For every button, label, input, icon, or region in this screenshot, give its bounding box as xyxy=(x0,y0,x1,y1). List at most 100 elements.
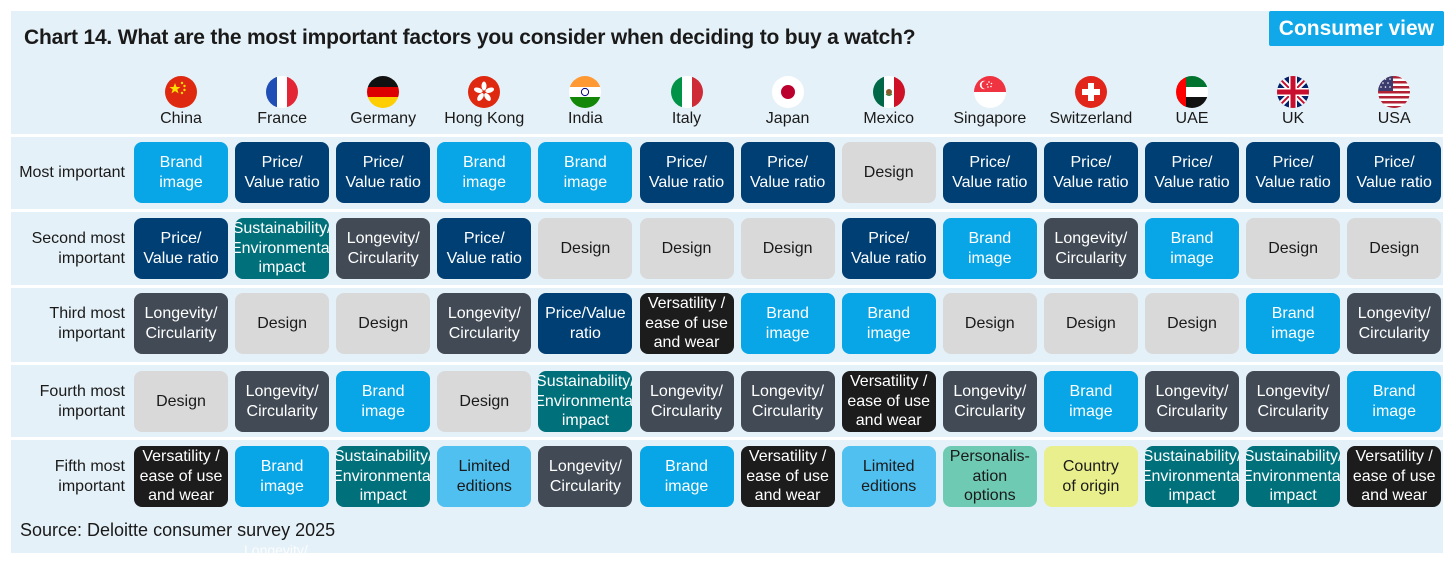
factor-text: image xyxy=(968,249,1012,267)
factor-text: Longevity/ xyxy=(1357,304,1431,322)
factor-text: Price/ xyxy=(868,229,910,247)
factor-text: Brand xyxy=(665,457,708,475)
china-flag-icon xyxy=(165,76,197,108)
france-flag-icon xyxy=(266,76,299,108)
factor-text: Circularity xyxy=(347,249,419,267)
factor-text: Circularity xyxy=(954,402,1026,420)
country-header-france: France xyxy=(232,76,333,128)
factor-text: Sustainability/ xyxy=(235,220,330,238)
factor-text: Design xyxy=(863,163,914,181)
row-separator xyxy=(11,362,1443,365)
factor-text: Longevity/ xyxy=(953,382,1027,400)
factor-text: Brand xyxy=(1170,229,1214,247)
row-separator xyxy=(11,285,1443,288)
country-header-uae: UAE xyxy=(1142,76,1243,128)
factor-cell-mexico-5: Limited editions xyxy=(841,446,936,507)
factor-cell-uk-3: Brand image xyxy=(1246,293,1341,354)
row-label-line: important xyxy=(58,249,125,267)
factor-text: Brand xyxy=(968,229,1012,247)
factor-text: Country xyxy=(1062,457,1119,475)
factor-text: Versatility / xyxy=(1355,448,1433,466)
usa-flag-icon xyxy=(1378,76,1411,108)
row-label-line: important xyxy=(58,402,125,420)
factor-text: image xyxy=(361,402,405,420)
hong-kong-flag-icon xyxy=(468,76,501,108)
country-header-hong-kong: Hong Kong xyxy=(434,76,535,128)
factor-text: Value ratio xyxy=(1255,173,1331,191)
factor-text: Circularity xyxy=(752,402,824,420)
factor-text: Value ratio xyxy=(1053,173,1129,191)
factor-text: Design xyxy=(1268,239,1318,257)
factor-text: Personalis- xyxy=(949,448,1030,466)
factor-cell-india-2: Design xyxy=(538,218,633,279)
factor-text: Price/ xyxy=(767,153,809,171)
factor-text: Circularity xyxy=(1257,402,1329,420)
factor-text: impact xyxy=(561,412,609,430)
factor-text: Circularity xyxy=(246,402,318,420)
factor-text: Value ratio xyxy=(345,173,421,191)
factor-text: image xyxy=(159,173,203,191)
uae-flag-icon xyxy=(1176,76,1208,108)
italy-flag-icon xyxy=(670,76,703,108)
factor-text: Design xyxy=(459,392,510,410)
factor-text: Design xyxy=(358,314,409,332)
factor-text: image xyxy=(260,477,304,495)
factor-cell-switzerland-4: Brand image xyxy=(1043,371,1138,432)
factor-cell-singapore-5: Personalis-ation options xyxy=(942,446,1037,507)
factor-text: Longevity/ xyxy=(1054,229,1128,247)
country-label: UAE xyxy=(1175,110,1209,127)
factor-cell-france-2: Sustainability/Environmental impact xyxy=(235,218,330,279)
factor-text: Design xyxy=(1065,314,1116,332)
country-label: Singapore xyxy=(953,110,1027,127)
factor-text: Price/ xyxy=(1070,153,1112,171)
factor-text: and wear xyxy=(148,487,214,505)
factor-cell-china-2: Price/Value ratio xyxy=(134,218,228,279)
factor-cell-italy-5: Brand image xyxy=(639,446,734,507)
factor-cell-uae-3: Design xyxy=(1145,293,1239,354)
factor-text: Value ratio xyxy=(1356,173,1432,191)
row-label-5: Fifth most important xyxy=(0,446,125,507)
factor-cell-hong-kong-4: Design xyxy=(437,371,532,432)
row-label-line: Most important xyxy=(19,163,125,181)
row-label-line: important xyxy=(58,477,125,495)
factor-cell-india-4: Sustainability/Environmental impact xyxy=(538,371,633,432)
country-label: India xyxy=(568,110,603,127)
factor-cell-uk-2: Design xyxy=(1246,218,1341,279)
country-label: France xyxy=(257,110,307,127)
factor-text: Price/ xyxy=(362,153,404,171)
factor-text: Design xyxy=(156,392,206,410)
germany-flag-icon xyxy=(367,76,400,108)
factor-text: impact xyxy=(1168,487,1216,505)
factor-cell-china-5: Versatility / ease of use and wear xyxy=(134,446,228,507)
factor-text: image xyxy=(563,173,608,191)
factor-text: and wear xyxy=(855,412,922,430)
factor-cell-switzerland-5: Country of origin xyxy=(1043,446,1138,507)
factor-text: Longevity/ xyxy=(245,382,319,400)
factor-text: and wear xyxy=(754,487,821,505)
factor-text: Longevity/ xyxy=(751,382,825,400)
factor-cell-mexico-4: Versatility / ease of use and wear xyxy=(841,371,936,432)
country-header-usa: USA xyxy=(1344,76,1445,128)
factor-text: Limited xyxy=(458,457,511,475)
factor-cell-usa-3: Longevity/Circularity xyxy=(1347,293,1442,354)
factor-cell-hong-kong-2: Price/Value ratio xyxy=(437,218,532,279)
factor-text: Value ratio xyxy=(952,173,1028,191)
country-label: Switzerland xyxy=(1049,110,1133,127)
factor-text: Price/ xyxy=(160,229,202,247)
factor-cell-india-3: Price/Value ratio xyxy=(538,293,633,354)
factor-text: Sustainability/ xyxy=(1145,448,1239,466)
factor-text: Value ratio xyxy=(143,249,219,267)
country-header-germany: Germany xyxy=(333,76,434,128)
factor-text: ease of use xyxy=(746,467,829,485)
switzerland-flag-icon xyxy=(1074,76,1107,108)
japan-flag-icon xyxy=(771,76,804,108)
factor-text: Circularity xyxy=(145,324,217,342)
factor-cell-germany-4: Brand image xyxy=(336,371,431,432)
factor-text: Price/ xyxy=(666,153,707,171)
factor-cell-france-4: Longevity/Circularity xyxy=(235,371,330,432)
factor-text: ratio xyxy=(569,324,601,342)
factor-text: image xyxy=(1170,249,1214,267)
country-label: USA xyxy=(1377,110,1411,127)
row-separator xyxy=(11,209,1443,212)
factor-cell-italy-2: Design xyxy=(639,218,734,279)
